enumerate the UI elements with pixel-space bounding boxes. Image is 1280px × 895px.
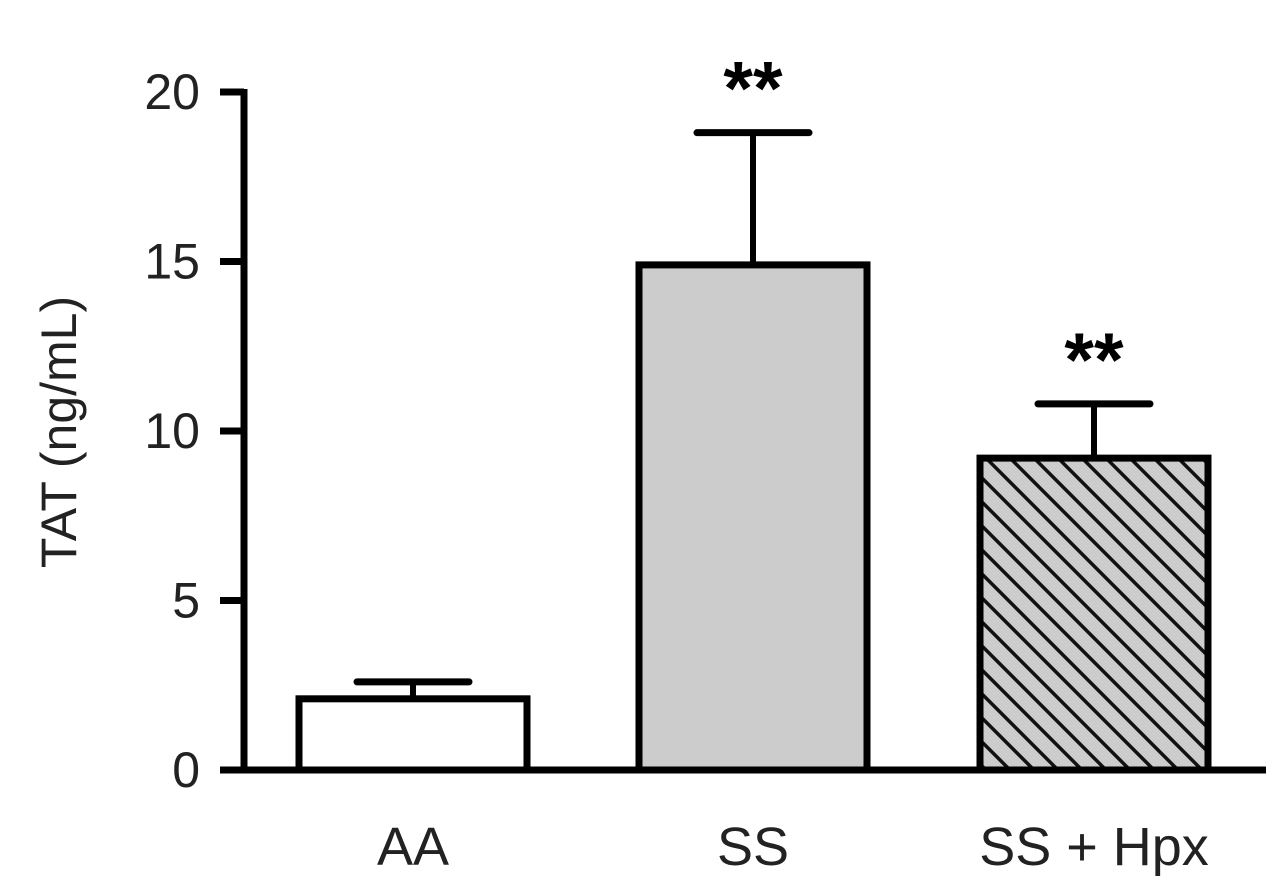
x-tick-label: AA: [377, 817, 449, 877]
significance-marker: **: [723, 47, 783, 132]
bar-ss-hpx: [976, 454, 1212, 774]
bar-ss: [635, 261, 871, 774]
x-tick-label: SS: [717, 817, 789, 877]
y-tick-label: 0: [172, 742, 200, 798]
plot-area: AA ** SS ** SS + Hpx 0 5 10 15 20: [144, 47, 1266, 877]
y-tick-label: 10: [144, 403, 200, 459]
bar-aa: [295, 695, 531, 774]
significance-marker: **: [1064, 318, 1124, 403]
y-axis-title: TAT (ng/mL): [31, 296, 87, 568]
y-tick-label: 15: [144, 234, 200, 290]
x-tick-label: SS + Hpx: [979, 817, 1209, 877]
y-tick-label: 5: [172, 573, 200, 629]
y-tick-label: 20: [144, 64, 200, 120]
